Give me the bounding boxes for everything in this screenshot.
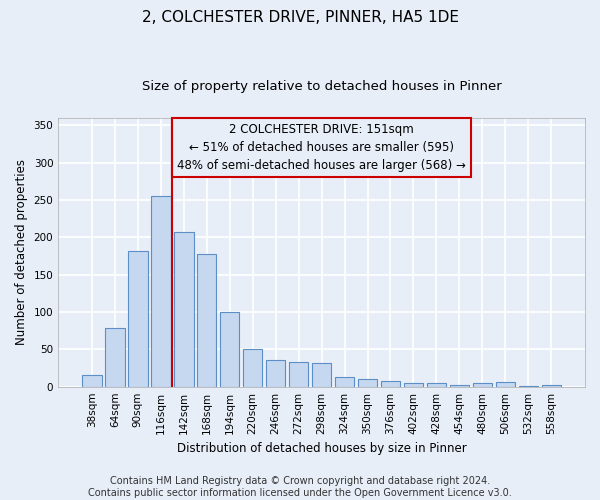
Bar [404,383,423,386]
Bar [358,379,377,386]
Y-axis label: Number of detached properties: Number of detached properties [15,159,28,345]
Bar [289,362,308,386]
Bar [174,232,194,386]
Bar [151,196,170,386]
Bar [266,360,286,386]
Bar [427,383,446,386]
Bar [496,382,515,386]
Bar [381,380,400,386]
Text: 2 COLCHESTER DRIVE: 151sqm
← 51% of detached houses are smaller (595)
48% of sem: 2 COLCHESTER DRIVE: 151sqm ← 51% of deta… [177,123,466,172]
Text: 2, COLCHESTER DRIVE, PINNER, HA5 1DE: 2, COLCHESTER DRIVE, PINNER, HA5 1DE [142,10,458,25]
Bar [243,350,262,387]
Bar [105,328,125,386]
Bar [197,254,217,386]
Text: Contains HM Land Registry data © Crown copyright and database right 2024.
Contai: Contains HM Land Registry data © Crown c… [88,476,512,498]
Title: Size of property relative to detached houses in Pinner: Size of property relative to detached ho… [142,80,502,93]
X-axis label: Distribution of detached houses by size in Pinner: Distribution of detached houses by size … [177,442,466,455]
Bar [128,250,148,386]
Bar [449,385,469,386]
Bar [335,377,355,386]
Bar [473,383,492,386]
Bar [542,385,561,386]
Bar [82,376,101,386]
Bar [220,312,239,386]
Bar [312,363,331,386]
